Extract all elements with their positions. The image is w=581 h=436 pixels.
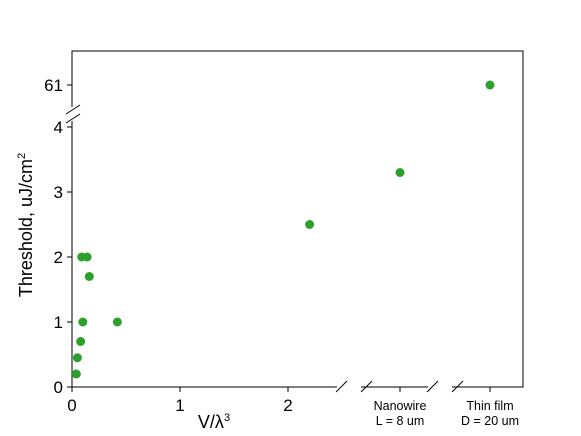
data-point — [72, 353, 82, 363]
x-axis-ticks: 0 1 2 — [67, 387, 491, 415]
data-point — [395, 168, 405, 177]
y-tick-label: 2 — [54, 248, 63, 267]
category-label: Nanowire — [374, 399, 427, 413]
y-axis-ticks: 0 1 2 3 4 61 — [44, 76, 72, 397]
x-tick-label: 0 — [67, 396, 76, 415]
x-break-mark — [426, 380, 439, 393]
x-tick-label: 2 — [283, 396, 292, 415]
data-point — [76, 337, 86, 346]
plot-frame — [71, 50, 524, 388]
x-axis-label-base: V/λ — [198, 412, 224, 432]
y-break-mark — [65, 104, 81, 115]
data-point — [112, 317, 122, 327]
y-tick-label-upper: 61 — [44, 76, 63, 95]
data-point — [485, 80, 495, 90]
data-point — [78, 317, 88, 327]
x-axis-label: V/λ3 — [198, 412, 230, 432]
y-break-mark — [65, 113, 81, 124]
category-labels: Nanowire L = 8 um Thin film D = 20 um — [374, 399, 519, 428]
y-axis-break — [65, 104, 81, 124]
y-tick-label: 1 — [54, 313, 63, 332]
data-points — [71, 80, 495, 379]
y-tick-label: 3 — [54, 183, 63, 202]
x-break-mark — [360, 380, 373, 393]
data-point — [71, 369, 81, 379]
y-tick-label: 0 — [54, 378, 63, 397]
category-label: L = 8 um — [376, 414, 425, 428]
x-tick-label: 1 — [175, 396, 184, 415]
y-axis-label-sup: 2 — [16, 153, 28, 159]
x-axis-breaks — [335, 380, 464, 393]
x-axis-label-sup: 3 — [224, 412, 230, 424]
category-label: Thin film — [466, 399, 513, 413]
data-point — [82, 252, 92, 262]
x-break-mark — [451, 380, 464, 393]
y-axis-label: Threshold, uJ/cm2 — [16, 153, 36, 297]
data-point — [305, 220, 315, 229]
y-axis-label-base: Threshold, uJ/cm — [16, 159, 36, 297]
data-point — [84, 272, 94, 281]
y-tick-label: 4 — [54, 118, 63, 137]
category-label: D = 20 um — [461, 414, 519, 428]
x-break-mark — [335, 380, 348, 393]
